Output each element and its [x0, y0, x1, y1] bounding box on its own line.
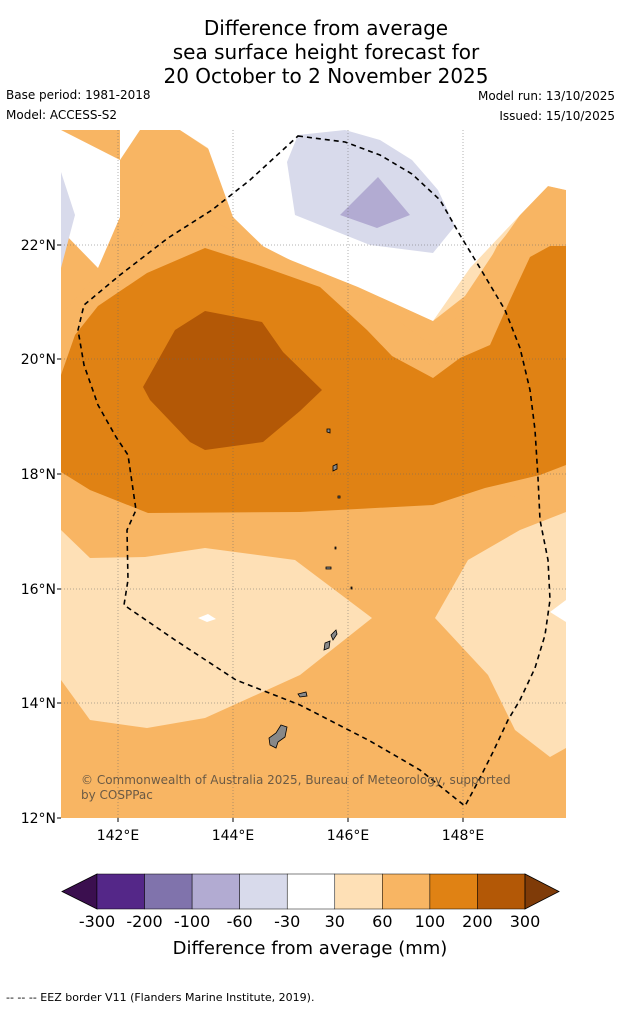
colorbar-extend-low [61, 873, 98, 910]
island-small-4 [337, 495, 341, 499]
colorbar-box [334, 873, 383, 910]
model-run: Model run: 13/10/2025 [477, 89, 615, 103]
colorbar-box [429, 873, 478, 910]
colorbar-box [144, 873, 193, 910]
copyright-line-2: by COSPPac [81, 788, 153, 802]
colorbar-tick-label: 60 [372, 912, 392, 931]
graticule [61, 130, 566, 818]
lon-label-146: 146°E [327, 828, 370, 844]
island-small-5 [334, 546, 337, 550]
title-line-2: sea surface height forecast for [172, 40, 480, 64]
contour-negative-30-west [61, 172, 75, 268]
island-rota [297, 691, 308, 698]
lon-label-142: 142°E [97, 828, 140, 844]
contour-30-60-south [61, 530, 372, 728]
colorbar-tick-label: 100 [415, 912, 446, 931]
title-line-3: 20 October to 2 November 2025 [163, 64, 489, 88]
colorbar-box [382, 873, 431, 910]
copyright-line-1: © Commonwealth of Australia 2025, Bureau… [81, 773, 511, 787]
contour-100-200 [61, 246, 566, 513]
island-small-2 [332, 463, 338, 472]
colorbar-extend-high [524, 873, 560, 910]
island-small-6 [350, 586, 353, 590]
map-plot: © Commonwealth of Australia 2025, Bureau… [61, 130, 566, 818]
contour-200-300 [143, 311, 322, 450]
colorbar-tick-label: -30 [274, 912, 300, 931]
lon-label-148: 148°E [442, 828, 485, 844]
contour-neutral-east [550, 600, 566, 622]
colorbar-box [477, 873, 526, 910]
issued-date: Issued: 15/10/2025 [499, 109, 615, 123]
colorbar-box [96, 873, 145, 910]
island-small-3 [326, 428, 331, 434]
colorbar-tick-label: -200 [126, 912, 162, 931]
island-tinian [323, 640, 331, 651]
contour-neutral-west [61, 130, 120, 268]
model-name: Model: ACCESS-S2 [6, 108, 118, 122]
islands [268, 428, 353, 749]
lat-label-20: 20°N [21, 352, 56, 368]
base-period: Base period: 1981-2018 [6, 88, 151, 102]
eez-border [77, 135, 551, 808]
contour-neutral-spot [198, 614, 216, 622]
island-small-1 [325, 566, 332, 570]
colorbar: -300 -200 -100 -60 -30 30 60 100 200 300 [61, 873, 560, 931]
colorbar-title: Difference from average (mm) [173, 938, 448, 959]
lon-axis: 142°E 144°E 146°E 148°E [97, 818, 485, 844]
lat-label-22: 22°N [21, 238, 56, 254]
chart-title: Difference from average sea surface heig… [0, 16, 621, 88]
contour-30-60-southeast [435, 512, 566, 757]
colorbar-tick-label: 30 [325, 912, 345, 931]
lat-label-18: 18°N [21, 467, 56, 483]
island-saipan [330, 629, 338, 641]
island-guam [268, 724, 288, 749]
contour-negative-60 [340, 177, 410, 228]
colorbar-box [239, 873, 288, 910]
colorbar-tick-label: 300 [510, 912, 541, 931]
lat-label-16: 16°N [21, 582, 56, 598]
lon-label-144: 144°E [212, 828, 255, 844]
colorbar-box [191, 873, 240, 910]
colorbar-tick-label: -60 [227, 912, 253, 931]
contour-neutral-north [61, 130, 566, 321]
colorbar-box [286, 873, 336, 910]
colorbar-tick-label: 200 [462, 912, 493, 931]
title-line-1: Difference from average [203, 16, 449, 40]
colorbar-tick-label: -300 [79, 912, 115, 931]
lat-axis: 22°N 20°N 18°N 16°N 14°N 12°N [21, 238, 61, 827]
lat-label-14: 14°N [21, 696, 56, 712]
eez-legend-note: -- -- -- EEZ border V11 (Flanders Marine… [6, 991, 315, 1004]
colorbar-tick-label: -100 [174, 912, 210, 931]
lat-label-12: 12°N [21, 811, 56, 827]
